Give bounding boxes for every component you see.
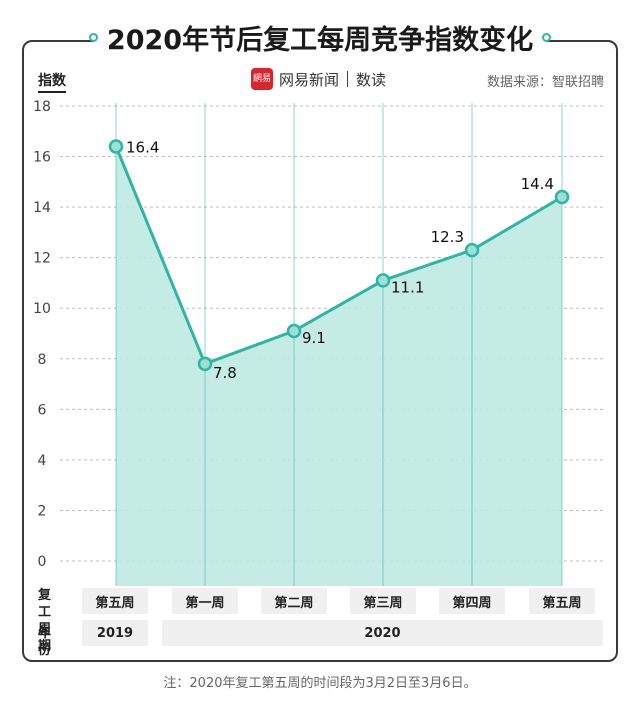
y-tick-label-16: 16	[33, 150, 51, 166]
x-category-1: 第一周	[172, 588, 238, 614]
chart-title: 2020年节后复工每周竞争指数变化	[88, 18, 552, 57]
brand-logo: 網易	[251, 68, 273, 90]
year-cell-2019: 2019	[82, 620, 148, 646]
y-tick-label-18: 18	[33, 99, 51, 115]
y-tick-label-14: 14	[33, 200, 51, 216]
brand-name: 网易新闻	[279, 70, 340, 89]
x-category-0: 第五周	[82, 588, 148, 614]
data-point-4	[464, 242, 480, 258]
y-tick-label-10: 10	[33, 301, 51, 317]
row-header-period-line2: 周期	[38, 622, 52, 654]
chart-title-text: 2020年节后复工每周竞争指数变化	[106, 25, 534, 56]
title-wrap: 2020年节后复工每周竞争指数变化	[0, 18, 640, 57]
y-tick-label-8: 8	[38, 352, 47, 368]
y-tick-label-12: 12	[33, 251, 51, 267]
data-point-3	[375, 273, 391, 288]
row-header-period: 复工 周期	[38, 587, 51, 655]
data-label-3: 11.1	[391, 278, 424, 296]
brand-sub: 数读	[356, 70, 387, 89]
area-fill	[116, 146, 562, 586]
title-right-dot	[542, 32, 552, 42]
y-tick-label-2: 2	[38, 503, 47, 519]
data-point-5	[554, 189, 570, 205]
footnote: 注：2020年复工第五周的时间段为3月2日至3月6日。	[163, 676, 477, 691]
data-point-0	[108, 139, 124, 154]
year-cell-2020: 2020	[162, 620, 603, 646]
data-label-2: 9.1	[302, 329, 326, 347]
data-point-2	[286, 323, 302, 339]
y-tick-label-6: 6	[38, 402, 47, 418]
x-category-4: 第四周	[439, 588, 505, 614]
data-source: 数据来源：智联招聘	[486, 75, 604, 90]
row-header-year: 年份	[38, 626, 52, 658]
y-tick-label-4: 4	[38, 453, 47, 469]
y-tick-label-0: 0	[38, 554, 47, 570]
series-line	[114, 145, 563, 366]
data-label-0: 16.4	[126, 138, 159, 156]
title-left-dot	[88, 32, 98, 42]
brand-separator	[347, 71, 349, 87]
y-axis-label: 指数	[38, 70, 66, 93]
data-label-5: 14.4	[521, 175, 554, 193]
data-label-1: 7.8	[213, 364, 237, 382]
x-category-3: 第三周	[350, 588, 416, 614]
x-category-5: 第五周	[529, 588, 595, 614]
data-point-1	[197, 356, 213, 372]
row-header-period-line1: 复工	[38, 588, 52, 620]
data-label-4: 12.3	[431, 228, 464, 246]
brand: 網易 网易新闻 数读	[251, 68, 386, 90]
x-category-2: 第二周	[261, 588, 327, 614]
